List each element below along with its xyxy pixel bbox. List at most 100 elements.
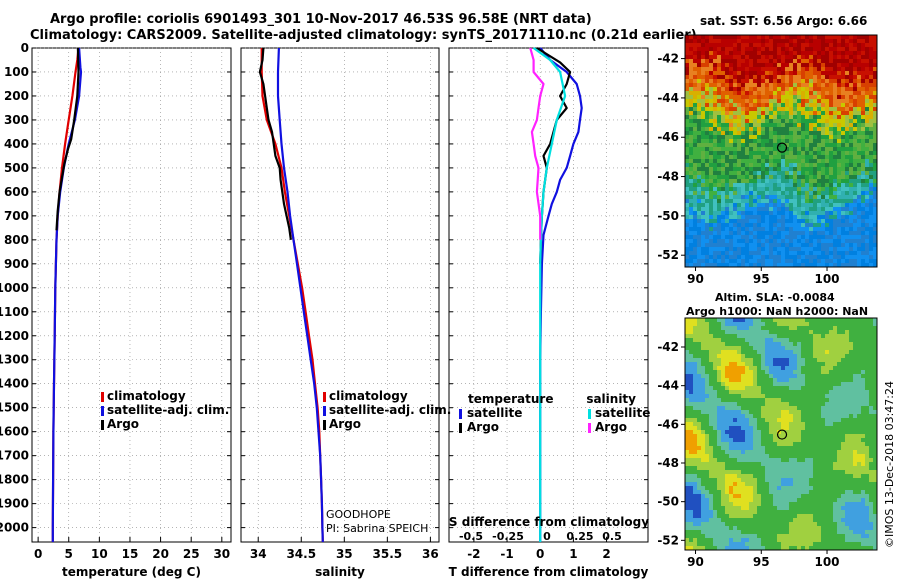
sst-map-cell [805, 171, 810, 176]
sst-map-cell [785, 251, 790, 256]
sst-map-cell [721, 59, 726, 64]
sla-map-cell [721, 374, 726, 379]
sst-map-cell [717, 175, 722, 180]
sla-map-cell [757, 446, 762, 451]
sst-map-cell [725, 127, 730, 132]
sst-map-cell [733, 231, 738, 236]
sst-map-cell [777, 139, 782, 144]
depth-tick-label: 800 [4, 233, 29, 247]
sst-map-cell [701, 183, 706, 188]
sst-map-cell [761, 195, 766, 200]
sst-map-cell [861, 183, 866, 188]
sla-map-cell [765, 318, 770, 323]
sla-map-cell [821, 426, 826, 431]
sst-map-cell [801, 235, 806, 240]
sst-map-cell [813, 91, 818, 96]
sla-map-cell [817, 398, 822, 403]
sst-map-cell [817, 203, 822, 208]
sla-map-cell [797, 350, 802, 355]
sla-map-title-line2: Argo h1000: NaN h2000: NaN [686, 305, 869, 318]
sst-map-cell [725, 195, 730, 200]
sst-map-cell [789, 191, 794, 196]
sst-map-cell [841, 215, 846, 220]
sla-map-cell [873, 342, 878, 347]
sla-map-cell [737, 466, 742, 471]
sst-map-cell [861, 231, 866, 236]
sla-map-cell [761, 450, 766, 455]
sst-map-cell [769, 119, 774, 124]
sla-map-cell [769, 362, 774, 367]
sla-map-cell [741, 450, 746, 455]
sla-map-cell [741, 350, 746, 355]
diff-secondary-xlabel: S difference from climatology [449, 515, 649, 529]
sst-map-cell [801, 255, 806, 260]
sst-map-cell [697, 59, 702, 64]
sla-map-cell [857, 386, 862, 391]
sst-map-cell [757, 151, 762, 156]
sst-map-cell [781, 171, 786, 176]
sst-map-cell [809, 195, 814, 200]
sla-map-cell [825, 430, 830, 435]
sst-map-cell [725, 39, 730, 44]
sst-map-cell [813, 67, 818, 72]
sla-map-cell [733, 370, 738, 375]
sst-map-cell [713, 259, 718, 264]
sla-map-cell [769, 446, 774, 451]
sst-map-cell [761, 103, 766, 108]
sst-map-cell [797, 227, 802, 232]
sst-map-cell [837, 131, 842, 136]
sst-map-cell [817, 99, 822, 104]
sla-map-cell [697, 426, 702, 431]
sla-map-cell [785, 446, 790, 451]
sla-map-cell [777, 430, 782, 435]
sst-map-cell [837, 223, 842, 228]
sla-map-cell [765, 406, 770, 411]
sst-map-cell [869, 147, 874, 152]
sst-map-cell [837, 39, 842, 44]
sst-map-cell [785, 111, 790, 116]
sla-map-cell [737, 334, 742, 339]
sst-map-cell [865, 139, 870, 144]
sla-map-cell [761, 334, 766, 339]
sla-map-cell [805, 350, 810, 355]
sla-map-cell [769, 398, 774, 403]
sst-map-cell [853, 223, 858, 228]
sst-map-cell [869, 163, 874, 168]
sst-map-cell [865, 103, 870, 108]
sst-map-cell [733, 111, 738, 116]
sst-map-cell [713, 219, 718, 224]
sst-map-cell [837, 55, 842, 60]
sla-map-cell [837, 398, 842, 403]
sst-map-cell [801, 243, 806, 248]
sst-map-cell [857, 35, 862, 40]
sla-map-cell [761, 322, 766, 327]
sst-map-cell [729, 123, 734, 128]
sst-map-cell [849, 91, 854, 96]
sst-map-cell [853, 39, 858, 44]
sst-map-cell [685, 119, 690, 124]
sst-map-cell [709, 171, 714, 176]
sst-map-cell [733, 71, 738, 76]
sla-map-cell [813, 358, 818, 363]
sst-map-cell [725, 191, 730, 196]
sst-map-cell [813, 227, 818, 232]
sst-map-cell [865, 255, 870, 260]
sst-map-cell [709, 207, 714, 212]
sst-map-cell [753, 235, 758, 240]
sla-map-cell [809, 338, 814, 343]
sst-map-cell [785, 75, 790, 80]
sst-map-cell [721, 91, 726, 96]
sst-map-cell [785, 147, 790, 152]
sst-map-cell [865, 239, 870, 244]
salinity-series-satellite-adj-clim- [276, 47, 324, 543]
sla-map-cell [869, 398, 874, 403]
sla-map-cell [873, 334, 878, 339]
sla-map-cell [753, 366, 758, 371]
sst-map-cell [865, 159, 870, 164]
sst-map-cell [765, 215, 770, 220]
sst-map-cell [805, 187, 810, 192]
sst-map-cell [817, 83, 822, 88]
sla-map-cell [713, 434, 718, 439]
sst-map-cell [725, 139, 730, 144]
sst-map-cell [721, 51, 726, 56]
